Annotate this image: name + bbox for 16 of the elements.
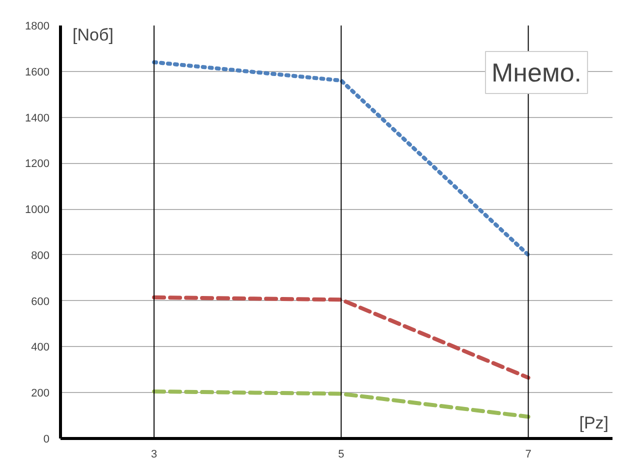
- y-tick-label: 0: [43, 434, 50, 446]
- y-tick-label: 1400: [25, 112, 50, 124]
- annotation: Мнемо.: [492, 58, 582, 88]
- y-tick-label: 1200: [25, 158, 50, 170]
- x-tick-label: 5: [338, 448, 344, 460]
- y-tick-label: 600: [31, 296, 50, 308]
- y-axis-title: [Nоб]: [72, 26, 114, 44]
- y-tick-label: 1600: [25, 66, 50, 78]
- y-tick-label: 1000: [25, 204, 50, 216]
- y-tick-label: 400: [31, 342, 50, 354]
- y-tick-label: 1800: [25, 20, 50, 32]
- x-tick-label: 7: [525, 448, 532, 460]
- x-tick-label: 3: [151, 448, 158, 460]
- y-tick-label: 800: [31, 250, 50, 262]
- x-axis-title: [Pz]: [579, 414, 609, 432]
- y-tick-label: 200: [31, 388, 50, 400]
